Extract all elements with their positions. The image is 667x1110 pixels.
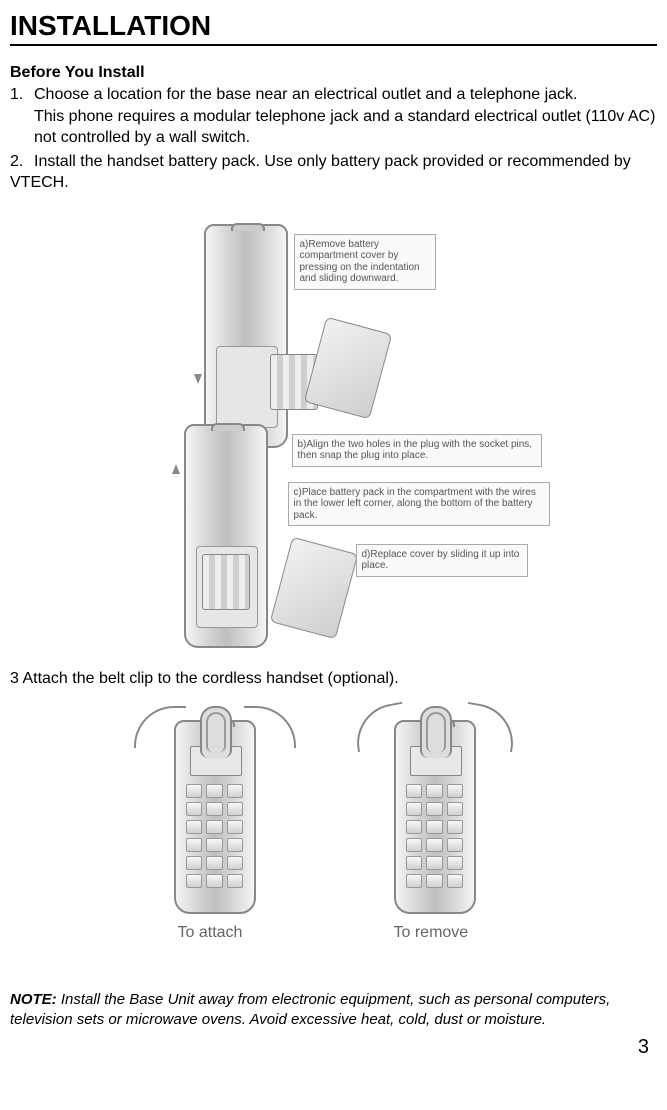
list-number-2: 2. <box>10 151 34 173</box>
list-text-2: Install the handset battery pack. Use on… <box>10 153 631 192</box>
callout-d: d)Replace cover by sliding it up into pl… <box>356 544 528 577</box>
figure-2: To attach To remove <box>114 710 554 960</box>
attach-motion-arc-2 <box>134 706 186 748</box>
remove-motion-arc <box>460 701 519 751</box>
handset-lower-illustration <box>184 424 268 648</box>
page-container: INSTALLATION Before You Install 1.Choose… <box>0 0 667 1059</box>
note-label: NOTE: <box>10 991 57 1008</box>
list-text-1a: Choose a location for the base near an e… <box>34 86 577 103</box>
cover-replace-illustration <box>269 537 357 640</box>
list-item-1: 1.Choose a location for the base near an… <box>10 84 657 149</box>
cover-open-illustration <box>303 317 391 420</box>
list-text-1b: This phone requires a modular telephone … <box>10 106 657 149</box>
arrow-down-icon <box>194 374 202 384</box>
step-3-text: 3 Attach the belt clip to the cordless h… <box>10 668 657 690</box>
note-block: NOTE: Install the Base Unit away from el… <box>10 990 657 1031</box>
handset-upper-illustration <box>204 224 288 448</box>
list-number-1: 1. <box>10 84 34 106</box>
callout-c: c)Place battery pack in the compartment … <box>288 482 550 527</box>
belt-clip-attach-illustration <box>200 706 232 758</box>
callout-b: b)Align the two holes in the plug with t… <box>292 434 542 467</box>
list-item-2: 2.Install the handset battery pack. Use … <box>10 151 657 194</box>
figure-1: a)Remove battery compartment cover by pr… <box>124 224 544 644</box>
label-to-attach: To attach <box>178 924 243 942</box>
attach-motion-arc <box>244 706 296 748</box>
arrow-up-icon <box>172 464 180 474</box>
subheading: Before You Install <box>10 64 657 82</box>
callout-a: a)Remove battery compartment cover by pr… <box>294 234 436 290</box>
label-to-remove: To remove <box>394 924 469 942</box>
figure-1-area: a)Remove battery compartment cover by pr… <box>10 224 657 644</box>
page-number: 3 <box>10 1036 657 1059</box>
belt-clip-remove-illustration <box>420 706 452 758</box>
note-text: Install the Base Unit away from electron… <box>10 991 610 1028</box>
figure-2-area: To attach To remove <box>10 710 657 960</box>
remove-motion-arc-2 <box>350 701 409 751</box>
page-title: INSTALLATION <box>10 10 657 46</box>
